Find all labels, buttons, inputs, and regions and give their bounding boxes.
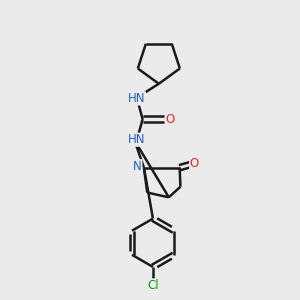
Text: O: O xyxy=(190,157,199,170)
Text: N: N xyxy=(133,160,142,173)
Text: HN: HN xyxy=(128,92,146,105)
Text: HN: HN xyxy=(128,133,146,146)
Text: O: O xyxy=(165,112,174,126)
Text: Cl: Cl xyxy=(147,279,159,292)
